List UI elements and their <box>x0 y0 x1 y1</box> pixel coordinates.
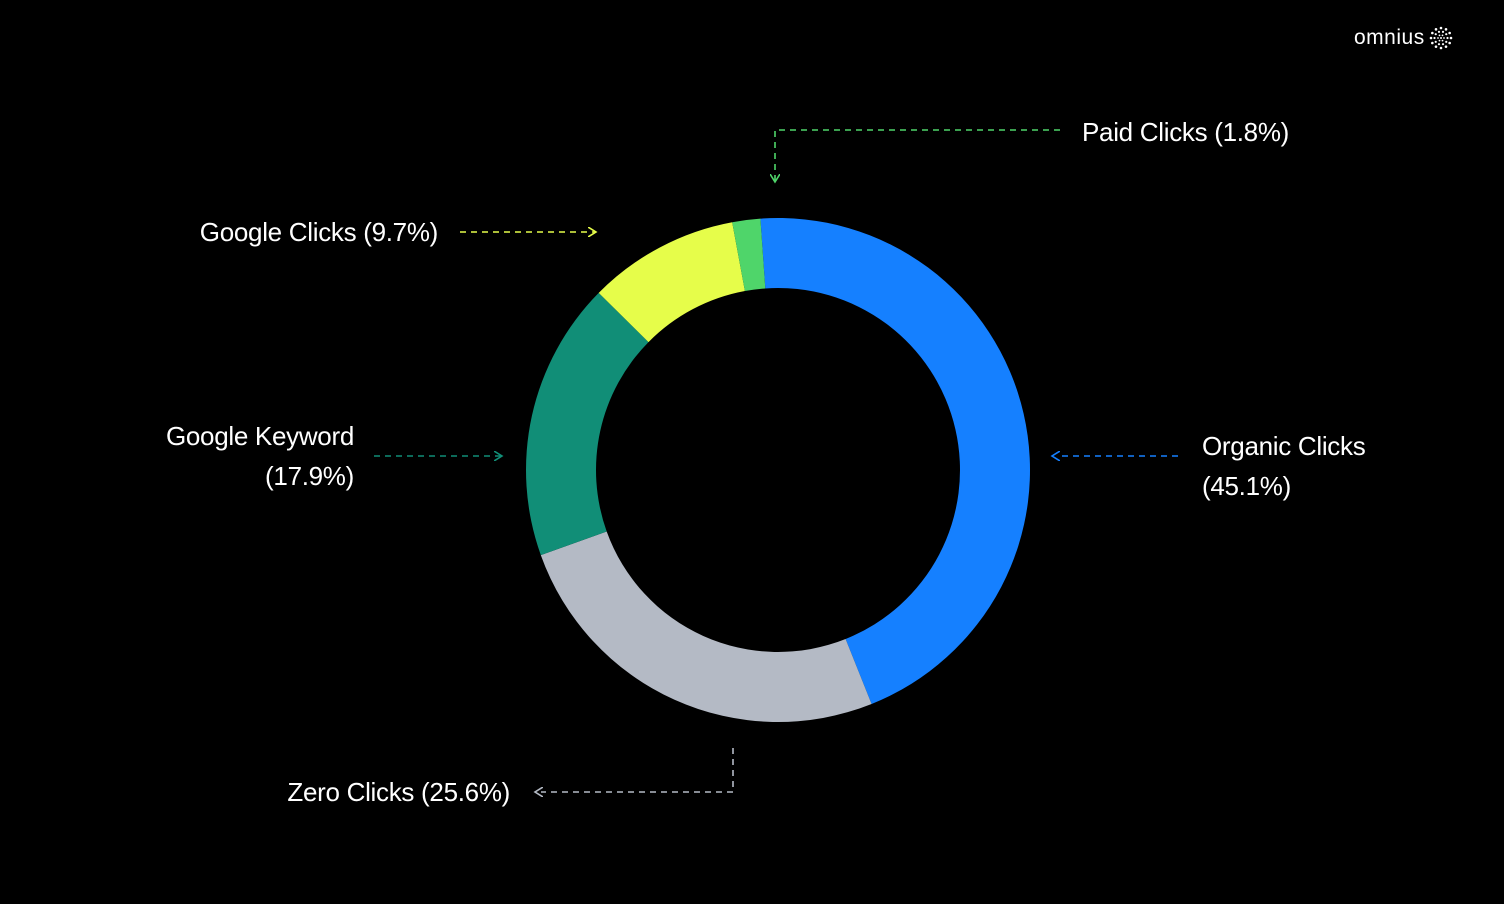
sparkle-dots-icon <box>1429 26 1453 50</box>
paid-clicks-label: Paid Clicks (1.8%) <box>1082 112 1289 152</box>
paid-clicks-leader <box>775 129 1060 182</box>
google-clicks-label: Google Clicks (9.7%) <box>199 212 439 252</box>
slice-zero-clicks <box>540 531 872 723</box>
slice-organic-clicks <box>760 218 1031 704</box>
zero-clicks-label-text: Zero Clicks (25.6%) <box>287 777 510 807</box>
google-keyword-label: Google Keyword (17.9%) <box>166 416 354 496</box>
slice-google-clicks <box>598 222 745 343</box>
paid-clicks-label-text: Paid Clicks (1.8%) <box>1082 117 1289 147</box>
slice-google-keyword <box>526 292 649 556</box>
zero-clicks-leader <box>541 748 734 792</box>
organic-clicks-label: Organic Clicks (45.1%) <box>1202 426 1366 506</box>
donut-slices <box>526 218 1031 723</box>
google-keyword-label-name: Google Keyword <box>165 421 354 451</box>
google-keyword-label-pct: (17.9%) <box>265 461 354 491</box>
organic-clicks-label-name: Organic Clicks <box>1202 431 1366 461</box>
brand-name: omnius <box>1354 26 1425 49</box>
zero-clicks-label: Zero Clicks (25.6%) <box>287 772 510 812</box>
google-clicks-label-text: Google Clicks (9.7%) <box>199 217 439 247</box>
slice-paid-clicks <box>732 218 766 292</box>
organic-clicks-label-pct: (45.1%) <box>1202 471 1291 501</box>
brand-logo: omnius <box>1354 26 1453 50</box>
